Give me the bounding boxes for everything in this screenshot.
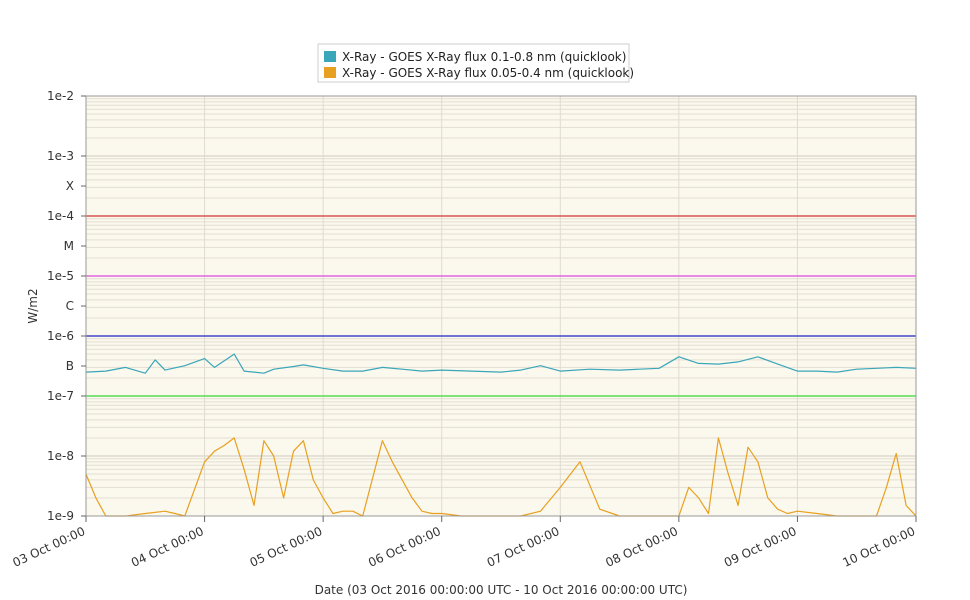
- x-axis-ticks: 03 Oct 00:00 04 Oct 00:00 05 Oct 00:00 06 O…: [10, 516, 917, 570]
- legend-label: X-Ray - GOES X-Ray flux 0.05-0.4 nm (qui…: [342, 66, 634, 80]
- y-tick-label: 1e-9: [47, 509, 74, 523]
- y-axis-ticks: 1e-2 1e-3 X 1e-4 M 1e-5 C 1e-6 B 1e-7 1e-8 1e-9: [47, 89, 86, 523]
- legend-box: [317, 43, 630, 83]
- legend[interactable]: X-Ray - GOES X-Ray flux 0.1-0.8 nm (quic…: [317, 43, 634, 83]
- y-axis-title: W/m2: [26, 288, 40, 323]
- y-tick-label: 1e-2: [47, 89, 74, 103]
- x-tick-label: 05 Oct 00:00: [248, 524, 325, 570]
- x-tick-label: 08 Oct 00:00: [603, 524, 680, 570]
- y-tick-label: C: [66, 299, 74, 313]
- legend-swatch: [324, 51, 336, 62]
- y-tick-label: 1e-6: [47, 329, 74, 343]
- series-line-2: [85, 437, 917, 517]
- y-tick-label: 1e-7: [47, 389, 74, 403]
- y-tick-label: 1e-8: [47, 449, 74, 463]
- series-layer: [85, 353, 917, 517]
- x-axis-title: Date (03 Oct 2016 00:00:00 UTC - 10 Oct …: [315, 583, 688, 597]
- x-tick-label: 07 Oct 00:00: [485, 524, 562, 570]
- y-tick-label: 1e-4: [47, 209, 74, 223]
- y-tick-label: 1e-5: [47, 269, 74, 283]
- x-tick-label: 03 Oct 00:00: [10, 524, 87, 570]
- x-tick-label: 09 Oct 00:00: [722, 524, 799, 570]
- y-tick-label: X: [66, 179, 74, 193]
- grid-lines: [85, 96, 917, 517]
- threshold-lines: [86, 215, 916, 397]
- y-tick-label: 1e-3: [47, 149, 74, 163]
- legend-swatch: [324, 67, 336, 78]
- x-tick-label: 10 Oct 00:00: [840, 524, 917, 570]
- series-line-1: [85, 353, 917, 374]
- x-tick-label: 04 Oct 00:00: [129, 524, 206, 570]
- y-tick-label: B: [66, 359, 74, 373]
- y-tick-label: M: [64, 239, 74, 253]
- x-tick-label: 06 Oct 00:00: [366, 524, 443, 570]
- legend-label: X-Ray - GOES X-Ray flux 0.1-0.8 nm (quic…: [342, 50, 626, 64]
